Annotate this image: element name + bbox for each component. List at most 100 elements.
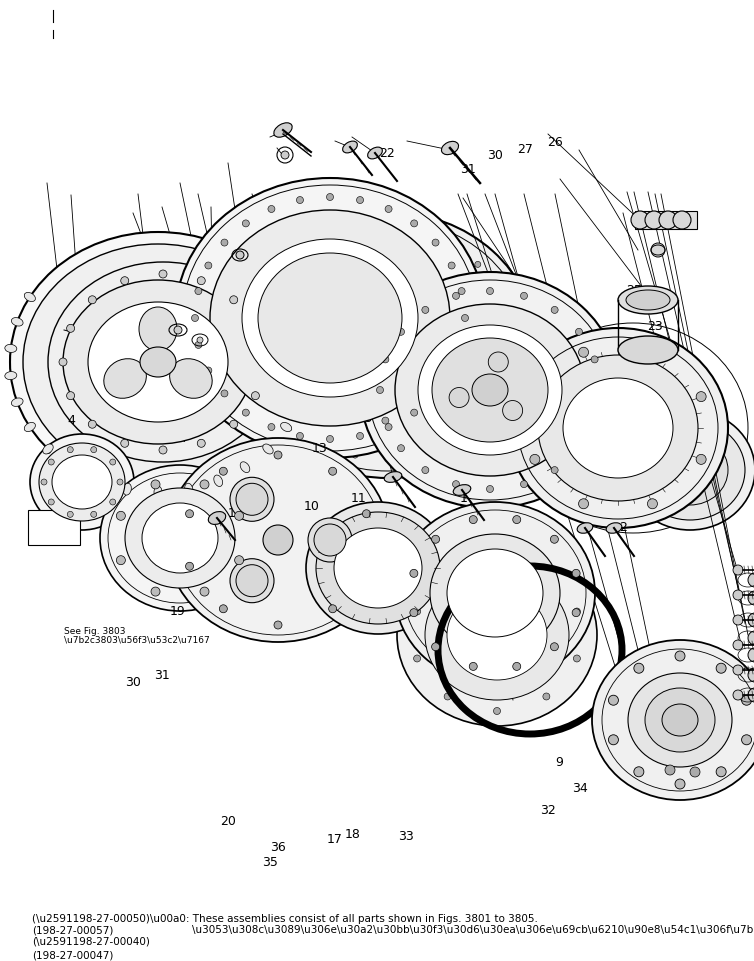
Circle shape (431, 643, 440, 651)
Text: 20: 20 (219, 815, 236, 828)
Text: (198-27-00057): (198-27-00057) (32, 925, 113, 935)
Ellipse shape (142, 503, 218, 573)
Circle shape (382, 417, 389, 424)
Circle shape (486, 287, 494, 294)
Circle shape (121, 439, 129, 447)
Circle shape (716, 663, 726, 674)
Circle shape (329, 467, 337, 476)
Circle shape (444, 693, 451, 700)
Ellipse shape (274, 123, 292, 137)
Ellipse shape (23, 244, 293, 480)
Ellipse shape (139, 307, 177, 351)
Circle shape (195, 287, 202, 295)
Circle shape (59, 358, 67, 366)
Ellipse shape (104, 358, 146, 398)
Ellipse shape (241, 462, 250, 473)
Circle shape (197, 337, 203, 343)
Text: (\u2591198-27-00040): (\u2591198-27-00040) (32, 936, 149, 946)
Text: 23: 23 (648, 320, 663, 333)
Circle shape (520, 480, 528, 487)
Circle shape (385, 456, 391, 462)
Circle shape (513, 662, 521, 671)
Circle shape (421, 467, 429, 474)
Circle shape (397, 445, 404, 452)
Circle shape (551, 307, 558, 313)
Circle shape (236, 483, 268, 515)
Ellipse shape (24, 423, 35, 431)
Circle shape (230, 558, 274, 603)
Circle shape (185, 509, 194, 518)
Circle shape (352, 232, 358, 238)
Circle shape (192, 314, 198, 322)
Circle shape (696, 455, 706, 464)
Circle shape (205, 262, 212, 269)
Circle shape (572, 569, 580, 578)
Ellipse shape (154, 486, 162, 498)
Circle shape (634, 767, 644, 776)
Circle shape (66, 392, 75, 400)
Circle shape (530, 455, 540, 464)
Circle shape (263, 525, 293, 555)
Circle shape (520, 292, 528, 299)
Circle shape (274, 621, 282, 629)
Circle shape (275, 285, 281, 291)
Circle shape (230, 296, 238, 304)
Circle shape (578, 499, 589, 508)
Ellipse shape (306, 502, 450, 634)
Circle shape (665, 765, 675, 775)
Ellipse shape (592, 640, 754, 800)
Ellipse shape (52, 455, 112, 509)
Circle shape (116, 511, 125, 520)
Ellipse shape (123, 483, 131, 495)
Ellipse shape (30, 434, 134, 530)
Circle shape (507, 372, 513, 378)
Circle shape (236, 251, 244, 259)
Ellipse shape (563, 378, 673, 478)
Circle shape (414, 608, 421, 615)
Ellipse shape (508, 328, 728, 528)
Text: 3: 3 (43, 444, 51, 457)
Text: 1: 1 (460, 492, 467, 505)
Text: 10: 10 (303, 500, 320, 513)
Ellipse shape (280, 423, 292, 431)
Circle shape (159, 270, 167, 278)
Ellipse shape (5, 344, 17, 353)
Text: 19: 19 (170, 604, 185, 618)
Ellipse shape (11, 398, 23, 407)
Circle shape (448, 262, 455, 269)
Circle shape (675, 779, 685, 789)
Ellipse shape (360, 272, 620, 508)
Text: 32: 32 (541, 803, 556, 817)
Circle shape (608, 735, 618, 745)
Circle shape (326, 435, 333, 442)
Circle shape (321, 441, 327, 447)
Ellipse shape (185, 483, 193, 495)
Circle shape (461, 314, 468, 322)
Circle shape (234, 511, 244, 520)
Ellipse shape (342, 141, 357, 153)
Circle shape (748, 631, 754, 645)
Ellipse shape (395, 304, 585, 476)
Circle shape (550, 643, 559, 651)
Circle shape (90, 511, 97, 517)
Circle shape (329, 604, 337, 613)
Circle shape (281, 151, 289, 159)
Ellipse shape (299, 372, 311, 380)
Ellipse shape (39, 443, 125, 521)
Circle shape (431, 535, 440, 543)
Ellipse shape (11, 317, 23, 326)
Ellipse shape (628, 673, 732, 767)
Text: \u3053\u308c\u3089\u306e\u30a2\u30bb\u30f3\u30d6\u30ea\u306e\u69cb\u6210\u90e8\u: \u3053\u308c\u3089\u306e\u30a2\u30bb\u30… (192, 925, 754, 935)
Circle shape (512, 342, 518, 348)
Ellipse shape (170, 358, 212, 398)
Circle shape (696, 392, 706, 402)
Ellipse shape (299, 344, 311, 353)
Circle shape (733, 615, 743, 625)
Circle shape (716, 767, 726, 776)
Circle shape (268, 206, 275, 212)
Circle shape (110, 499, 116, 505)
Ellipse shape (293, 398, 305, 407)
Circle shape (733, 665, 743, 675)
Circle shape (411, 220, 418, 227)
Circle shape (397, 329, 404, 335)
